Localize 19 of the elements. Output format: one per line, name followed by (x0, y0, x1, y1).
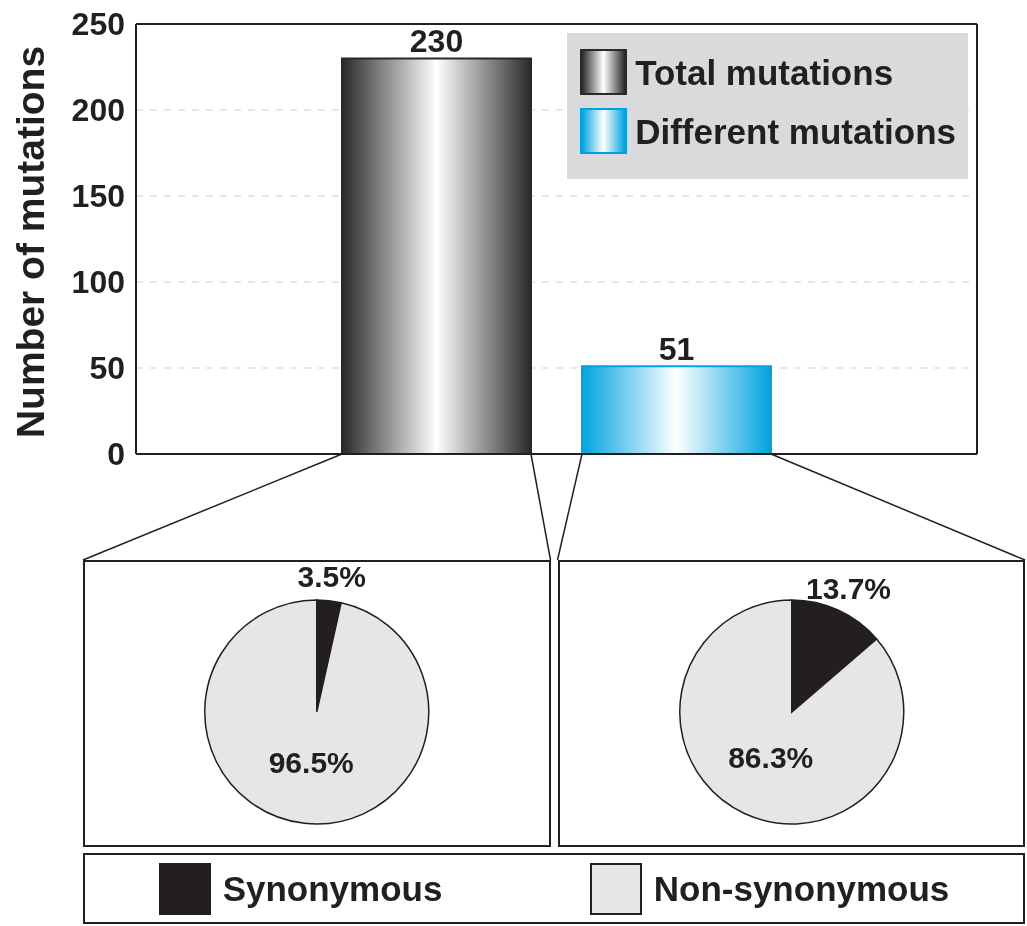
data-label: 96.5% (268, 745, 354, 779)
y-tick-label: 250 (71, 6, 125, 43)
pie-slice (204, 599, 430, 825)
data-label: 230 (409, 23, 464, 60)
data-label: 3.5% (297, 560, 366, 594)
legend-label: Different mutations (635, 111, 956, 151)
legend-label: Total mutations (635, 52, 894, 92)
y-tick-label: 50 (89, 350, 125, 387)
y-tick-label: 150 (71, 178, 125, 215)
pie-slice (678, 599, 904, 825)
y-tick-label: 100 (71, 264, 125, 301)
legend-label: Synonymous (222, 869, 443, 908)
y-tick-label: 0 (107, 436, 125, 473)
y-tick-label: 200 (71, 92, 125, 129)
y-axis-title: Number of mutations (8, 45, 52, 439)
data-label: 86.3% (727, 741, 813, 775)
data-label: 51 (658, 331, 695, 368)
data-label: 13.7% (805, 571, 891, 605)
legend-label: Non-synonymous (653, 869, 950, 908)
